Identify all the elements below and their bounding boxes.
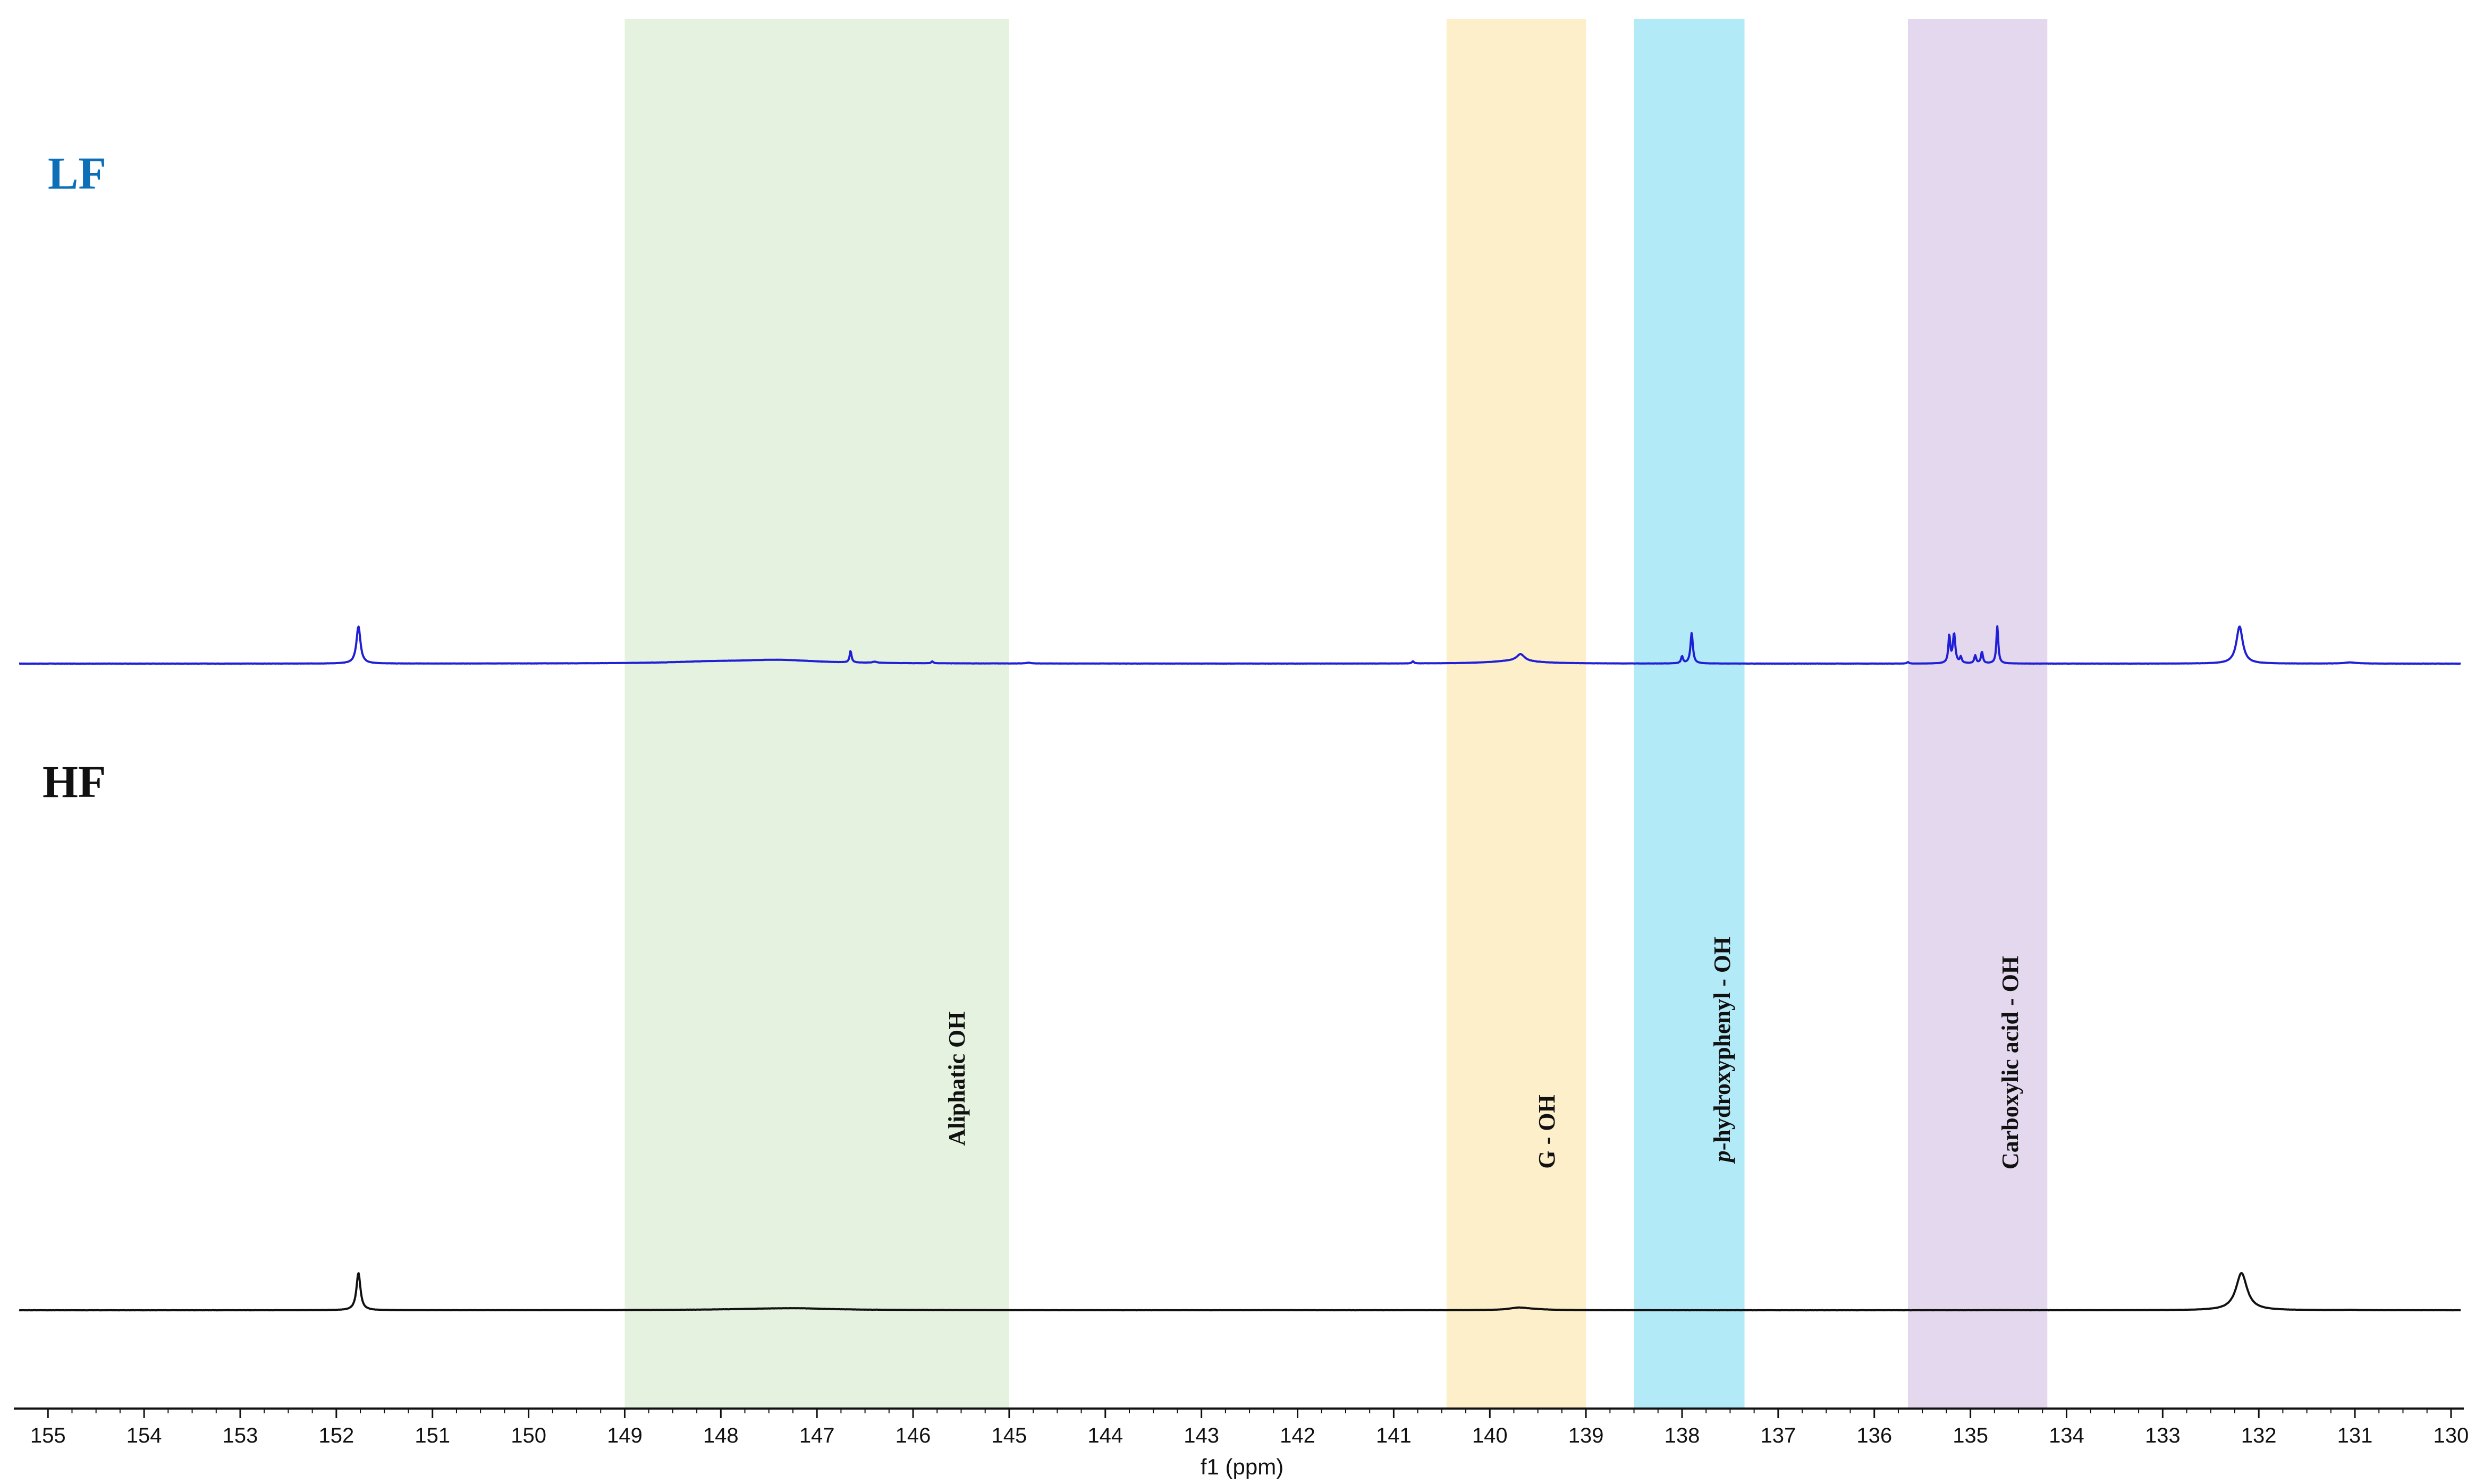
- x-tick-label: 135: [1953, 1424, 1988, 1447]
- x-axis: 155 154 153 152 151 150 149 148 147 146 145 144 143 1…: [14, 1407, 2469, 1447]
- region-aliphatic-oh: [624, 19, 1009, 1409]
- x-tick-label: 143: [1184, 1424, 1219, 1447]
- region-label-main: Aliphatic OH: [944, 1011, 970, 1146]
- x-tick-label: 149: [607, 1424, 643, 1447]
- x-tick-label: 130: [2434, 1424, 2469, 1447]
- x-tick-label: 150: [511, 1424, 546, 1447]
- trace-label-lf: LF: [48, 148, 106, 199]
- spectrum-hf: [19, 1271, 2461, 1312]
- x-tick-label: 153: [223, 1424, 258, 1447]
- x-tick-label: 154: [126, 1424, 162, 1447]
- region-labels: Aliphatic OH G - OH p-hydroxyphenyl - OH Ca…: [944, 937, 2023, 1169]
- x-tick-label: 133: [2145, 1424, 2181, 1447]
- region-label: Carboxylic acid - OH: [1997, 956, 2023, 1169]
- region-label: Aliphatic OH: [944, 1011, 970, 1146]
- x-tick-label: 131: [2337, 1424, 2373, 1447]
- x-tick-label: 141: [1376, 1424, 1412, 1447]
- region-p-hydroxyphenyl-oh: [1634, 19, 1745, 1409]
- x-tick-label: 155: [30, 1424, 66, 1447]
- x-tick-label: 142: [1280, 1424, 1315, 1447]
- region-label-prefix: p: [1709, 1150, 1735, 1164]
- x-tick-label: 134: [2049, 1424, 2084, 1447]
- region-label-main: Carboxylic acid - OH: [1997, 956, 2023, 1169]
- x-tick-label: 146: [896, 1424, 931, 1447]
- x-tick-label: 140: [1472, 1424, 1508, 1447]
- trace-label-hf: HF: [43, 756, 106, 807]
- highlight-regions: [624, 19, 2048, 1409]
- x-tick-label: 148: [703, 1424, 739, 1447]
- spectrum-lf: [19, 625, 2461, 665]
- x-tick-label: 136: [1856, 1424, 1892, 1447]
- region-label: G - OH: [1534, 1095, 1560, 1168]
- spectra: [19, 625, 2461, 1312]
- region-g-oh: [1446, 19, 1586, 1409]
- region-label: p-hydroxyphenyl - OH: [1709, 937, 1735, 1165]
- x-tick-label: 145: [992, 1424, 1027, 1447]
- x-tick-label: 132: [2241, 1424, 2277, 1447]
- x-axis-title: f1 (ppm): [1201, 1454, 1283, 1479]
- x-tick-label: 147: [799, 1424, 835, 1447]
- x-tick-label: 138: [1665, 1424, 1700, 1447]
- x-tick-label: 152: [318, 1424, 354, 1447]
- x-tick-label: 139: [1568, 1424, 1604, 1447]
- x-tick-label: 144: [1087, 1424, 1123, 1447]
- x-tick-label: 151: [415, 1424, 450, 1447]
- region-carboxylic-acid-oh: [1908, 19, 2048, 1409]
- x-tick-label: 137: [1760, 1424, 1796, 1447]
- region-label-main: G - OH: [1534, 1095, 1560, 1168]
- region-label-main: -hydroxyphenyl - OH: [1709, 937, 1735, 1151]
